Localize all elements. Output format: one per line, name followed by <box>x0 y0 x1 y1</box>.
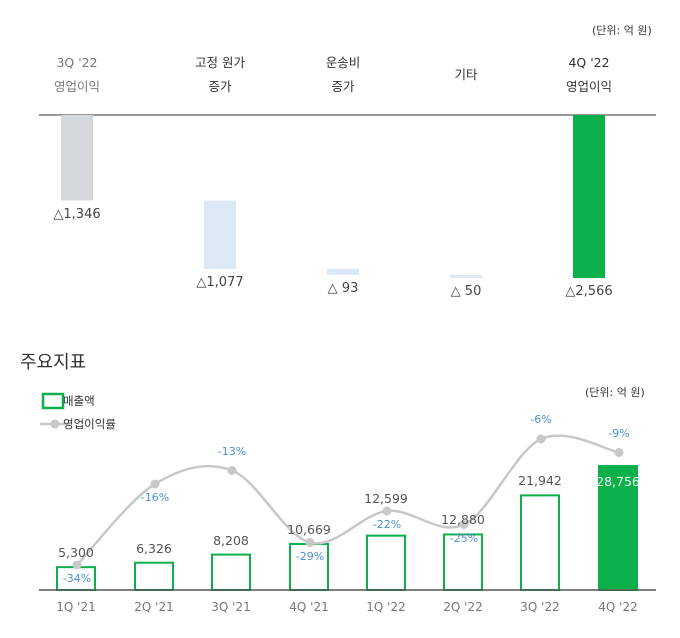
chart-title: 주요지표 <box>20 352 87 373</box>
margin-data-label: -22% <box>372 518 402 531</box>
margin-point <box>72 560 82 570</box>
legend-line-label: 영업이익률 <box>63 417 116 431</box>
revenue-bar <box>134 561 174 591</box>
margin-data-label: -6% <box>530 413 552 426</box>
waterfall-category-label: 3Q '22 <box>56 55 98 70</box>
waterfall-category-label: 영업이익 <box>565 79 613 94</box>
margin-data-label: -29% <box>295 549 325 563</box>
waterfall-data-label: △1,346 <box>53 206 101 222</box>
revenue-data-label: 12,880 <box>441 512 485 528</box>
x-tick-label: 3Q '22 <box>520 600 560 614</box>
revenue-bar <box>598 465 638 591</box>
margin-point <box>459 520 469 529</box>
margin-point <box>305 538 315 547</box>
revenue-data-label: 28,756 <box>596 474 640 489</box>
revenue-data-label: 6,326 <box>136 540 172 556</box>
legend-bar-swatch <box>41 392 65 410</box>
margin-point <box>227 466 237 475</box>
revenue-data-label: 12,599 <box>364 491 408 506</box>
legend-line-marker <box>50 419 60 429</box>
margin-data-label: -9% <box>608 426 630 440</box>
margin-line <box>76 434 620 566</box>
x-tick-label: 4Q '22 <box>598 600 638 614</box>
waterfall-category-label: 운송비 <box>325 55 361 70</box>
x-tick-label: 1Q '21 <box>56 600 96 614</box>
revenue-data-label: 21,942 <box>518 473 562 489</box>
waterfall-data-label: △1,077 <box>196 274 244 290</box>
x-tick-label: 2Q '22 <box>443 600 483 614</box>
waterfall-data-label: △ 93 <box>327 280 359 296</box>
unit-label-bottom: (단위: 억 원) <box>585 386 645 399</box>
waterfall-category-label: 4Q '22 <box>568 55 610 70</box>
waterfall-bar <box>61 115 93 201</box>
margin-data-label: -16% <box>140 491 170 504</box>
revenue-data-label: 5,300 <box>58 545 94 561</box>
margin-point <box>150 479 160 489</box>
waterfall-category-label: 기타 <box>454 67 478 82</box>
waterfall-category-label: 고정 원가 <box>195 55 245 70</box>
unit-label-top: (단위: 억 원) <box>592 24 652 37</box>
margin-data-label: -13% <box>217 444 247 458</box>
margin-point <box>536 434 546 444</box>
revenue-bar <box>520 494 560 591</box>
waterfall-bar <box>204 200 236 269</box>
x-tick-label: 1Q '22 <box>366 600 406 614</box>
waterfall-category-label: 증가 <box>208 79 232 94</box>
revenue-data-label: 8,208 <box>213 532 249 548</box>
revenue-bar <box>211 553 251 591</box>
legend-bar-label: 매출액 <box>63 394 95 408</box>
x-tick-label: 3Q '21 <box>211 600 251 614</box>
margin-point <box>614 448 624 457</box>
margin-point <box>382 506 392 516</box>
x-tick-label: 2Q '21 <box>134 600 174 614</box>
waterfall-category-label: 증가 <box>331 79 355 94</box>
margin-data-label: -25% <box>449 531 479 545</box>
waterfall-bar <box>573 115 605 278</box>
revenue-bar <box>443 533 483 592</box>
waterfall-data-label: △ 50 <box>450 284 482 299</box>
revenue-data-label: 10,669 <box>287 521 331 537</box>
margin-data-label: -34% <box>62 572 92 585</box>
waterfall-data-label: △2,566 <box>565 284 613 299</box>
waterfall-category-label: 영업이익 <box>53 79 101 94</box>
revenue-bar <box>366 534 406 592</box>
waterfall-bar <box>327 268 359 275</box>
waterfall-bar <box>450 274 482 278</box>
x-tick-label: 4Q '21 <box>289 600 329 614</box>
